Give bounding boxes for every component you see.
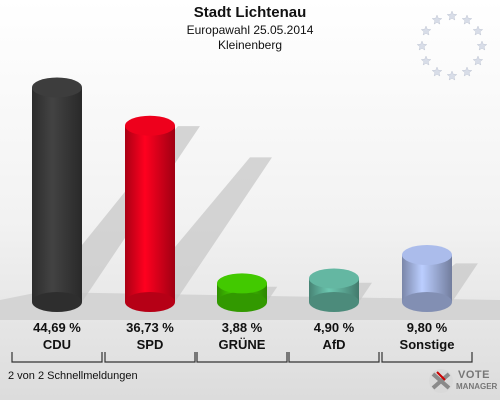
bar-base xyxy=(125,292,175,312)
eu-star xyxy=(420,25,432,36)
eu-star xyxy=(431,14,443,25)
value-label: 3,88 % xyxy=(221,320,263,335)
eu-star xyxy=(446,70,458,81)
footer-note: 2 von 2 Schnellmeldungen xyxy=(8,370,138,382)
bar-top xyxy=(217,273,267,294)
bar-top xyxy=(402,244,452,265)
bar-top xyxy=(32,77,82,98)
eu-star xyxy=(472,55,484,66)
category-label: AfD xyxy=(322,337,346,352)
logo-text-manager: MANAGER xyxy=(456,382,498,391)
bar-base xyxy=(217,292,267,312)
category-bracket xyxy=(11,352,103,363)
chart-subtitle: Europawahl 25.05.2014 xyxy=(186,23,314,37)
eu-star xyxy=(461,66,473,77)
bar-top xyxy=(125,115,175,136)
bar-sonstige xyxy=(402,244,478,312)
eu-star xyxy=(461,14,473,25)
chart-location: Kleinenberg xyxy=(217,38,283,52)
eu-stars-icon xyxy=(416,10,488,81)
eu-star xyxy=(476,40,488,51)
category-label: CDU xyxy=(42,337,72,352)
logo-text-vote: VOTE xyxy=(458,369,490,381)
bar-spd xyxy=(125,115,272,312)
bar-top xyxy=(309,268,359,289)
category-bracket xyxy=(104,352,196,363)
value-label: 44,69 % xyxy=(33,320,81,335)
category-label: SPD xyxy=(136,337,164,352)
category-label: Sonstige xyxy=(399,337,455,352)
value-label: 4,90 % xyxy=(313,320,355,335)
eu-star xyxy=(420,55,432,66)
value-label: 9,80 % xyxy=(406,320,448,335)
eu-star xyxy=(431,66,443,77)
bar-grüne xyxy=(217,273,278,312)
bar-base xyxy=(32,292,82,312)
category-label: GRÜNE xyxy=(218,337,266,352)
bar-base xyxy=(402,292,452,312)
bar-base xyxy=(309,292,359,312)
vote-manager-logo-icon xyxy=(429,369,453,393)
category-bracket xyxy=(196,352,288,363)
category-bracket xyxy=(381,352,473,363)
bar-body xyxy=(125,125,175,302)
chart-title: Stadt Lichtenau xyxy=(193,4,307,21)
bar-body xyxy=(32,87,82,302)
value-label: 36,73 % xyxy=(126,320,174,335)
eu-star xyxy=(446,10,458,21)
category-bracket xyxy=(288,352,380,363)
eu-star xyxy=(416,40,428,51)
bar-afd xyxy=(309,268,372,312)
eu-star xyxy=(472,25,484,36)
